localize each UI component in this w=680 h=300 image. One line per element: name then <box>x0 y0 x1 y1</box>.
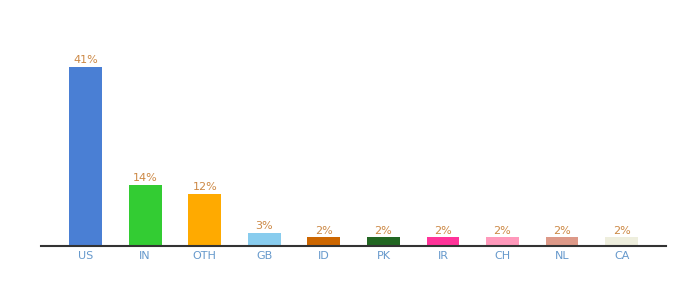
Text: 2%: 2% <box>494 226 511 236</box>
Bar <box>367 237 400 246</box>
Text: 14%: 14% <box>133 173 158 183</box>
Bar <box>307 237 340 246</box>
Text: 41%: 41% <box>73 55 98 65</box>
Text: 12%: 12% <box>192 182 217 192</box>
Text: 3%: 3% <box>256 221 273 231</box>
Bar <box>129 185 162 246</box>
Bar <box>486 237 519 246</box>
Text: 2%: 2% <box>315 226 333 236</box>
Text: 2%: 2% <box>613 226 630 236</box>
Text: 2%: 2% <box>434 226 452 236</box>
Bar <box>426 237 459 246</box>
Bar <box>69 67 102 246</box>
Text: 2%: 2% <box>375 226 392 236</box>
Bar <box>188 194 221 246</box>
Bar <box>248 233 281 246</box>
Bar <box>545 237 579 246</box>
Bar <box>605 237 638 246</box>
Text: 2%: 2% <box>553 226 571 236</box>
